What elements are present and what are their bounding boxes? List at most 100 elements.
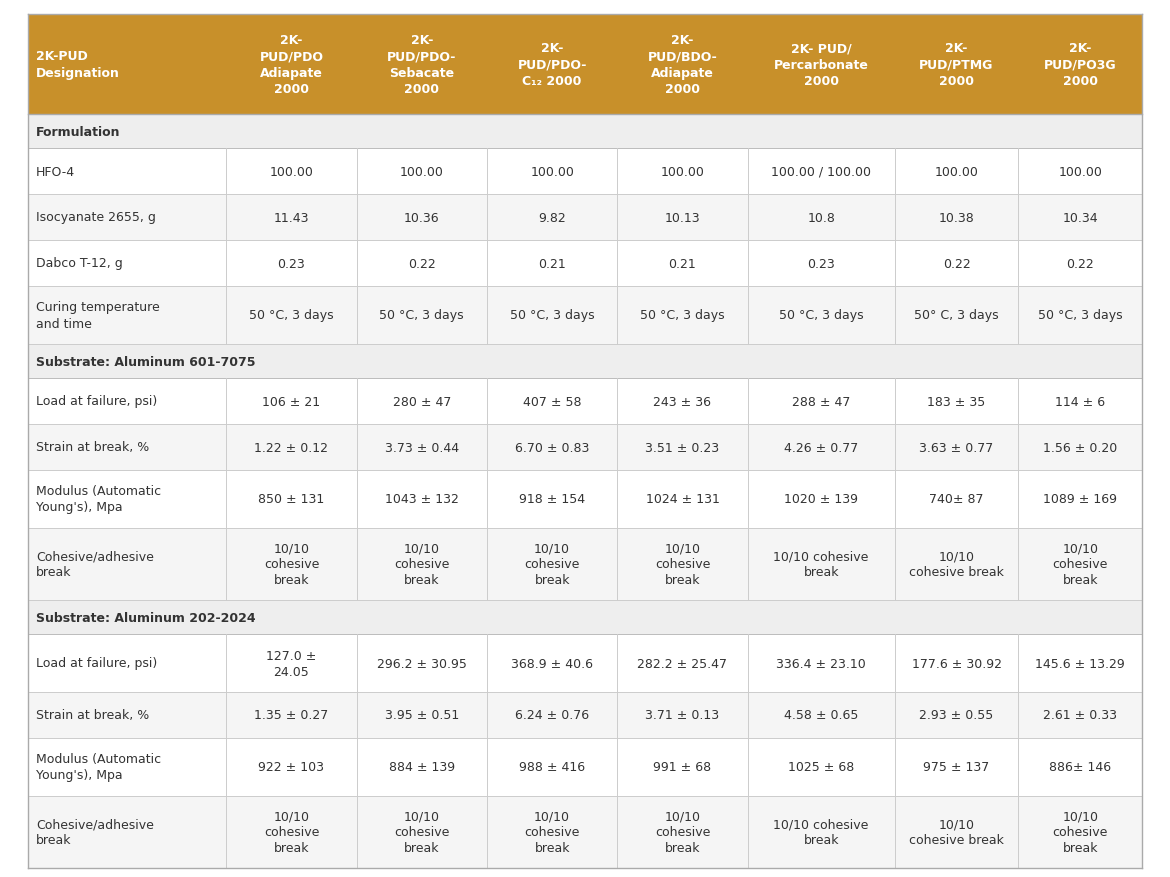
Bar: [28, 692, 1142, 738]
Text: 2K-
PUD/PO3G
2000: 2K- PUD/PO3G 2000: [1044, 42, 1116, 88]
Text: 368.9 ± 40.6: 368.9 ± 40.6: [511, 657, 593, 670]
Bar: [28, 345, 1142, 379]
Bar: [28, 529, 1142, 601]
Text: 50° C, 3 days: 50° C, 3 days: [914, 310, 999, 322]
Text: 1.22 ± 0.12: 1.22 ± 0.12: [254, 441, 329, 454]
Text: Strain at break, %: Strain at break, %: [36, 709, 150, 722]
Text: 0.21: 0.21: [538, 257, 566, 270]
Text: 100.00: 100.00: [400, 165, 443, 178]
Text: 106 ± 21: 106 ± 21: [262, 395, 321, 408]
Text: 10/10 cohesive
break: 10/10 cohesive break: [773, 550, 869, 579]
Text: 10/10
cohesive
break: 10/10 cohesive break: [1053, 809, 1108, 854]
Bar: [28, 240, 1142, 287]
Text: 10.38: 10.38: [938, 211, 975, 225]
Text: 0.22: 0.22: [1066, 257, 1094, 270]
Text: Strain at break, %: Strain at break, %: [36, 441, 150, 454]
Text: 1025 ± 68: 1025 ± 68: [789, 760, 854, 774]
Text: Substrate: Aluminum 601-7075: Substrate: Aluminum 601-7075: [36, 355, 255, 368]
Text: 991 ± 68: 991 ± 68: [653, 760, 711, 774]
Text: 280 ± 47: 280 ± 47: [393, 395, 450, 408]
Text: Cohesive/adhesive
break: Cohesive/adhesive break: [36, 550, 154, 579]
Bar: [28, 379, 1142, 424]
Text: Modulus (Automatic
Young's), Mpa: Modulus (Automatic Young's), Mpa: [36, 485, 161, 514]
Text: 2K-
PUD/PDO-
C₁₂ 2000: 2K- PUD/PDO- C₁₂ 2000: [517, 42, 587, 88]
Text: 10/10
cohesive
break: 10/10 cohesive break: [394, 542, 449, 587]
Text: 3.73 ± 0.44: 3.73 ± 0.44: [385, 441, 459, 454]
Text: 50 °C, 3 days: 50 °C, 3 days: [510, 310, 594, 322]
Bar: [28, 634, 1142, 692]
Text: 114 ± 6: 114 ± 6: [1055, 395, 1106, 408]
Text: 10.13: 10.13: [665, 211, 701, 225]
Text: 1.56 ± 0.20: 1.56 ± 0.20: [1042, 441, 1117, 454]
Text: 10/10
cohesive
break: 10/10 cohesive break: [655, 809, 710, 854]
Text: 850 ± 131: 850 ± 131: [259, 493, 324, 506]
Text: 2K-
PUD/PTMG
2000: 2K- PUD/PTMG 2000: [920, 42, 993, 88]
Text: 100.00: 100.00: [1058, 165, 1102, 178]
Bar: [28, 470, 1142, 529]
Text: 50 °C, 3 days: 50 °C, 3 days: [379, 310, 464, 322]
Text: 100.00 / 100.00: 100.00 / 100.00: [771, 165, 872, 178]
Text: 100.00: 100.00: [935, 165, 978, 178]
Text: 10.34: 10.34: [1062, 211, 1097, 225]
Text: 2K-
PUD/PDO
Adiapate
2000: 2K- PUD/PDO Adiapate 2000: [260, 33, 323, 96]
Text: 2.61 ± 0.33: 2.61 ± 0.33: [1044, 709, 1117, 722]
Text: 2K- PUD/
Percarbonate
2000: 2K- PUD/ Percarbonate 2000: [773, 42, 868, 88]
Text: 407 ± 58: 407 ± 58: [523, 395, 581, 408]
Text: 988 ± 416: 988 ± 416: [519, 760, 585, 774]
Text: 50 °C, 3 days: 50 °C, 3 days: [779, 310, 863, 322]
Text: 1043 ± 132: 1043 ± 132: [385, 493, 459, 506]
Text: 1.35 ± 0.27: 1.35 ± 0.27: [254, 709, 329, 722]
Text: 884 ± 139: 884 ± 139: [388, 760, 455, 774]
Text: 183 ± 35: 183 ± 35: [928, 395, 985, 408]
Text: 10/10
cohesive
break: 10/10 cohesive break: [263, 542, 319, 587]
Text: 127.0 ±
24.05: 127.0 ± 24.05: [267, 649, 317, 678]
Text: 50 °C, 3 days: 50 °C, 3 days: [249, 310, 333, 322]
Text: 100.00: 100.00: [269, 165, 314, 178]
Text: 0.22: 0.22: [943, 257, 970, 270]
Text: 145.6 ± 13.29: 145.6 ± 13.29: [1035, 657, 1126, 670]
Bar: [28, 796, 1142, 868]
Text: Dabco T-12, g: Dabco T-12, g: [36, 257, 123, 270]
Text: 10.36: 10.36: [404, 211, 440, 225]
Text: 6.24 ± 0.76: 6.24 ± 0.76: [515, 709, 590, 722]
Text: 4.26 ± 0.77: 4.26 ± 0.77: [784, 441, 859, 454]
Text: 10/10
cohesive break: 10/10 cohesive break: [909, 817, 1004, 846]
Text: 100.00: 100.00: [661, 165, 704, 178]
Text: 10/10
cohesive
break: 10/10 cohesive break: [1053, 542, 1108, 587]
Text: Substrate: Aluminum 202-2024: Substrate: Aluminum 202-2024: [36, 610, 255, 624]
Text: 11.43: 11.43: [274, 211, 309, 225]
Text: 10.8: 10.8: [807, 211, 835, 225]
Text: 10/10
cohesive
break: 10/10 cohesive break: [524, 542, 580, 587]
Bar: [28, 601, 1142, 634]
Text: 2K-
PUD/BDO-
Adiapate
2000: 2K- PUD/BDO- Adiapate 2000: [648, 33, 717, 96]
Text: 886± 146: 886± 146: [1049, 760, 1112, 774]
Text: 10/10
cohesive
break: 10/10 cohesive break: [394, 809, 449, 854]
Text: Cohesive/adhesive
break: Cohesive/adhesive break: [36, 817, 154, 846]
Text: 3.95 ± 0.51: 3.95 ± 0.51: [385, 709, 459, 722]
Bar: [28, 195, 1142, 240]
Text: HFO-4: HFO-4: [36, 165, 75, 178]
Text: 9.82: 9.82: [538, 211, 566, 225]
Text: 1024 ± 131: 1024 ± 131: [646, 493, 720, 506]
Bar: [28, 424, 1142, 470]
Text: 50 °C, 3 days: 50 °C, 3 days: [640, 310, 724, 322]
Text: 3.71 ± 0.13: 3.71 ± 0.13: [646, 709, 720, 722]
Text: 2.93 ± 0.55: 2.93 ± 0.55: [920, 709, 993, 722]
Text: 3.63 ± 0.77: 3.63 ± 0.77: [920, 441, 993, 454]
Text: 740± 87: 740± 87: [929, 493, 984, 506]
Bar: [28, 149, 1142, 195]
Text: 177.6 ± 30.92: 177.6 ± 30.92: [911, 657, 1002, 670]
Text: 975 ± 137: 975 ± 137: [923, 760, 990, 774]
Bar: [28, 115, 1142, 149]
Text: 0.21: 0.21: [668, 257, 696, 270]
Text: Curing temperature
and time: Curing temperature and time: [36, 301, 160, 330]
Text: 243 ± 36: 243 ± 36: [654, 395, 711, 408]
Text: 922 ± 103: 922 ± 103: [259, 760, 324, 774]
Bar: [28, 15, 1142, 115]
Text: 0.23: 0.23: [277, 257, 305, 270]
Text: 10/10
cohesive break: 10/10 cohesive break: [909, 550, 1004, 579]
Bar: [28, 287, 1142, 345]
Text: Isocyanate 2655, g: Isocyanate 2655, g: [36, 211, 156, 225]
Text: 288 ± 47: 288 ± 47: [792, 395, 851, 408]
Text: 10/10
cohesive
break: 10/10 cohesive break: [263, 809, 319, 854]
